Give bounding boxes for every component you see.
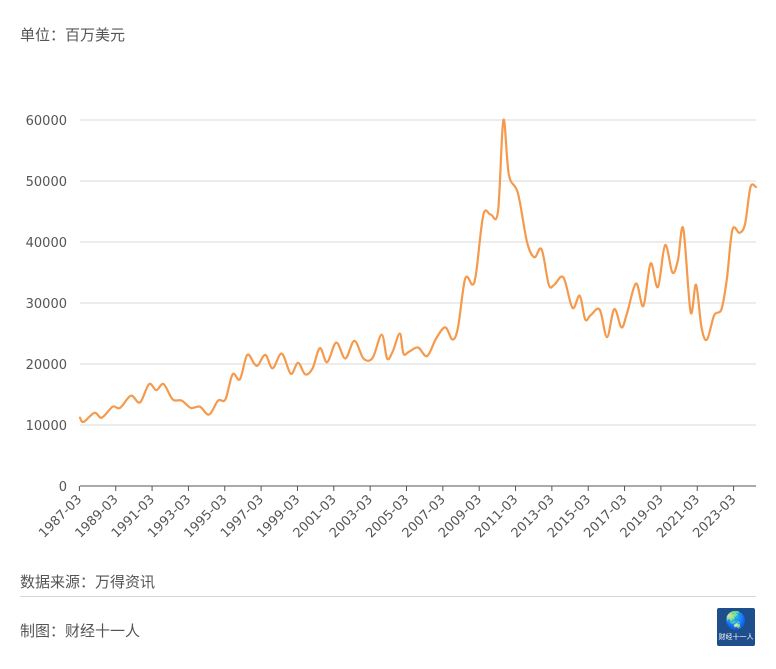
- unit-label: 单位：百万美元: [20, 26, 126, 44]
- data-source: 数据来源：万得资讯: [20, 573, 156, 591]
- line-chart: 0 10000 20000 30000 40000 50000 60000 1987-031…: [26, 114, 758, 541]
- series-group: [78, 118, 758, 424]
- y-tick-label: 0: [59, 480, 67, 495]
- y-tick-label: 30000: [26, 297, 67, 312]
- y-tick-label: 40000: [26, 236, 67, 251]
- x-axis-ticks: 1987-031989-031991-031993-031995-031997-…: [36, 486, 739, 541]
- y-tick-label: 20000: [26, 358, 67, 373]
- chart-credit: 制图：财经十一人: [20, 622, 141, 640]
- y-axis-ticks: 0 10000 20000 30000 40000 50000 60000: [26, 114, 67, 495]
- logo-text: 财经十一人: [718, 633, 754, 641]
- brand-logo: 🌏 财经十一人: [717, 608, 755, 646]
- divider: [20, 596, 756, 597]
- y-tick-label: 50000: [26, 175, 67, 190]
- y-tick-label: 10000: [26, 419, 67, 434]
- y-tick-label: 60000: [26, 114, 67, 129]
- globe-icon: 🌏: [725, 611, 747, 631]
- series-line-0: [78, 118, 758, 424]
